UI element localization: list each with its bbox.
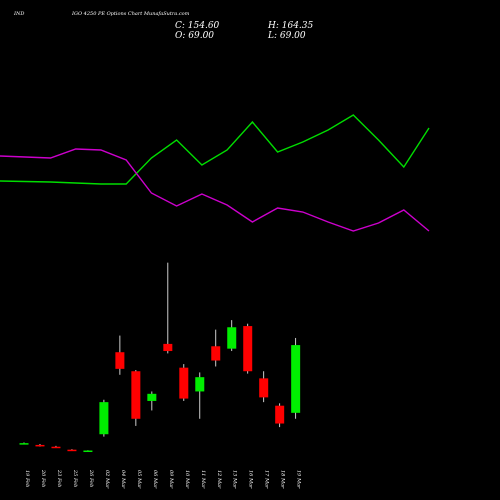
candle-body-down: [115, 352, 125, 369]
x-tick-label: 25 Feb: [72, 469, 78, 487]
candle: [275, 403, 285, 428]
candle: [35, 443, 45, 447]
candle-body-up: [195, 377, 205, 392]
candle-body-up: [83, 450, 93, 453]
x-tick-label: 12 Mar: [216, 470, 222, 489]
x-tick-label: 19 Mar: [296, 470, 302, 489]
x-tick-label: 26 Feb: [88, 469, 94, 487]
x-tick-label: 04 Mar: [120, 470, 126, 489]
candle-body-down: [179, 367, 189, 399]
x-axis-tick-labels: 19 Feb 20 Feb 23 Feb 25 Feb 26 Feb 02 Mar 04 M…: [24, 469, 302, 489]
candle: [147, 391, 157, 411]
candle-body-up: [19, 443, 29, 445]
candle-body-up: [227, 327, 237, 349]
candle: [291, 337, 301, 419]
x-tick-label: 18 Mar: [280, 470, 286, 489]
x-tick-label: 13 Mar: [232, 470, 238, 489]
x-tick-label: 02 Mar: [104, 470, 110, 489]
chart-subtitle: IGO 4250 PE Options Chart MunafaSutra.co…: [71, 11, 190, 17]
x-tick-label: 10 Mar: [184, 470, 190, 489]
candle-body-up: [147, 393, 157, 401]
indicator-line-green: [0, 114, 430, 185]
candle-body-down: [211, 346, 221, 361]
low-value: L: 69.00: [267, 31, 306, 41]
open-value: O: 69.00: [175, 31, 214, 41]
candle-body-down: [35, 444, 45, 447]
x-tick-label: 05 Mar: [136, 470, 142, 489]
x-tick-label: 11 Mar: [200, 470, 206, 489]
candle-body-down: [131, 371, 141, 419]
x-tick-label: 16 Mar: [248, 470, 254, 489]
x-tick-label: 17 Mar: [264, 470, 270, 489]
high-value: H: 164.35: [267, 21, 314, 31]
x-tick-label: 20 Feb: [40, 469, 46, 487]
candle-body-up: [99, 402, 109, 435]
candle-body-down: [67, 449, 77, 452]
candle-body-down: [243, 326, 253, 372]
candle: [259, 371, 269, 403]
candle: [19, 442, 29, 445]
x-tick-label: 19 Feb: [24, 470, 30, 487]
close-value: C: 154.60: [175, 21, 220, 31]
candle: [115, 335, 125, 375]
candle: [51, 445, 61, 449]
indicator-line-magenta: [0, 148, 430, 232]
candle-body-down: [51, 446, 61, 449]
symbol-label: IND: [13, 11, 24, 17]
candlestick-series: [19, 262, 301, 453]
candle-body-down: [259, 378, 269, 398]
candle-body-down: [275, 405, 285, 424]
candle: [99, 399, 109, 437]
x-tick-label: 09 Mar: [168, 470, 174, 489]
x-tick-label: 06 Mar: [152, 470, 158, 489]
candle: [179, 364, 189, 401]
candle: [83, 450, 93, 453]
candle: [227, 320, 237, 352]
indicator-lines: [0, 114, 430, 232]
candle: [163, 262, 173, 354]
candle: [131, 370, 141, 426]
x-tick-label: 23 Feb: [56, 469, 62, 487]
candle: [243, 323, 253, 374]
candle: [211, 329, 221, 367]
candle: [195, 372, 205, 419]
candle-body-up: [291, 345, 301, 413]
candle: [67, 449, 77, 452]
candle-body-down: [163, 343, 173, 352]
